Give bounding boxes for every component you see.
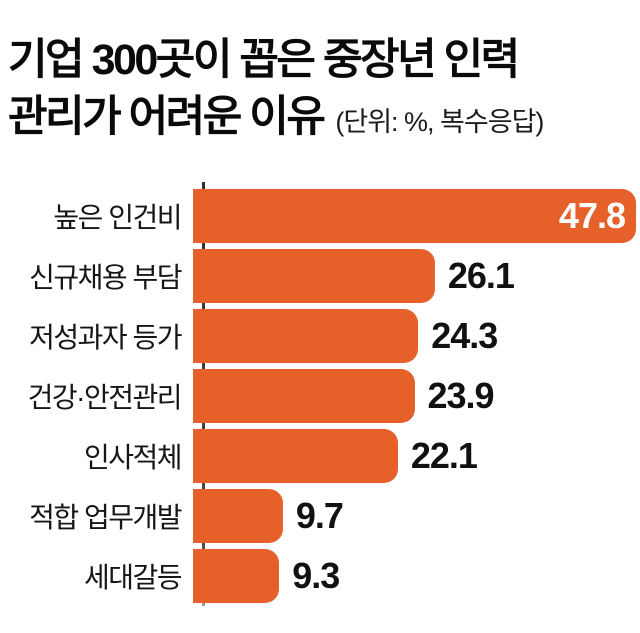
value-label-outside: 9.7 — [295, 495, 344, 536]
bar — [193, 489, 283, 543]
chart-header: 기업 300곳이 꼽은 중장년 인력 관리가 어려운 이유 (단위: %, 복수… — [8, 32, 636, 146]
bar-row: 세대갈등 9.3 — [0, 546, 636, 606]
bar — [193, 549, 280, 603]
bar-row: 적합 업무개발 9.7 — [0, 486, 636, 546]
bar-track: 24.3 — [193, 309, 636, 363]
bar-row: 저성과자 등가 24.3 — [0, 306, 636, 366]
bar-track: 47.8 — [193, 189, 636, 243]
unit-note: (단위: %, 복수응답) — [335, 107, 544, 137]
category-label: 신규채용 부담 — [29, 262, 182, 293]
bar — [193, 249, 435, 303]
bar-row: 인사적체 22.1 — [0, 426, 636, 486]
bar-track: 23.9 — [193, 369, 636, 423]
value-label-outside: 26.1 — [447, 255, 515, 296]
bar-row: 신규채용 부담 26.1 — [0, 246, 636, 306]
category-label: 세대갈등 — [83, 562, 183, 593]
category-label: 저성과자 등가 — [29, 322, 182, 353]
chart-title-line2: 관리가 어려운 이유 — [8, 93, 326, 141]
value-label-inside: 47.8 — [558, 195, 626, 236]
bar-row: 높은 인건비 47.8 — [0, 186, 636, 246]
category-label: 건강·안전관리 — [27, 382, 183, 413]
bar-track: 22.1 — [193, 429, 636, 483]
value-label-outside: 23.9 — [427, 375, 495, 416]
bar — [193, 309, 419, 363]
bar-track: 9.3 — [193, 549, 636, 603]
chart-title-line2-wrap: 관리가 어려운 이유 (단위: %, 복수응답) — [8, 88, 636, 146]
bar: 47.8 — [193, 189, 636, 243]
bar-chart: 높은 인건비 47.8 신규채용 부담 26.1 저성과자 등가 — [0, 186, 636, 606]
bar-row: 건강·안전관리 23.9 — [0, 366, 636, 426]
bar — [193, 429, 398, 483]
category-label: 적합 업무개발 — [29, 502, 182, 533]
category-label: 높은 인건비 — [53, 202, 182, 233]
bar-track: 26.1 — [193, 249, 636, 303]
value-label-outside: 9.3 — [292, 555, 340, 596]
value-label-outside: 22.1 — [410, 435, 478, 476]
chart-title-line1: 기업 300곳이 꼽은 중장년 인력 — [8, 36, 520, 84]
bar — [193, 369, 415, 423]
bar-track: 9.7 — [193, 489, 636, 543]
value-label-outside: 24.3 — [431, 315, 498, 356]
category-label: 인사적체 — [83, 442, 183, 473]
